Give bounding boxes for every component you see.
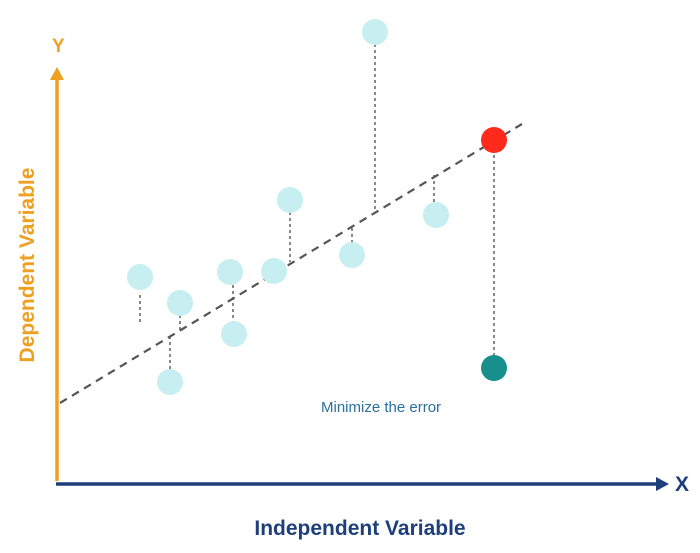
data-point bbox=[362, 19, 388, 45]
data-point bbox=[423, 202, 449, 228]
annotation-text: Minimize the error bbox=[321, 399, 442, 416]
regression-line bbox=[59, 123, 523, 404]
data-point bbox=[167, 290, 193, 316]
target-point bbox=[481, 355, 507, 381]
data-point bbox=[261, 258, 287, 284]
y-axis-label: Dependent Variable bbox=[16, 167, 39, 363]
data-points bbox=[127, 19, 449, 395]
data-point bbox=[221, 321, 247, 347]
data-point bbox=[277, 187, 303, 213]
data-point bbox=[157, 369, 183, 395]
data-point bbox=[127, 264, 153, 290]
y-axis-letter: Y bbox=[52, 36, 65, 57]
x-axis-letter: X bbox=[675, 473, 690, 496]
data-point bbox=[339, 242, 365, 268]
x-axis-label: Independent Variable bbox=[254, 517, 466, 540]
y-axis-label-container: Dependent Variable bbox=[8, 150, 48, 380]
residual-lines bbox=[139, 44, 495, 372]
data-point bbox=[217, 259, 243, 285]
highlighted-point bbox=[481, 127, 507, 153]
